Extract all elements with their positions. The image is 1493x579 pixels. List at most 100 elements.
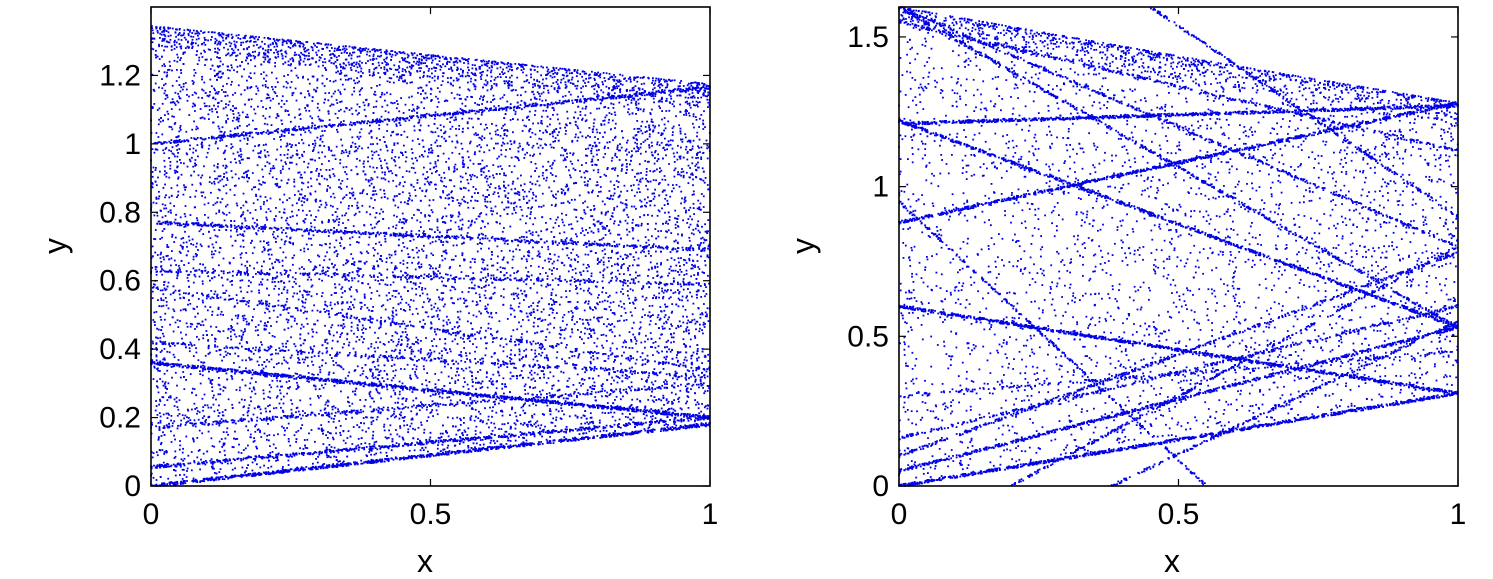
scatter-point	[591, 275, 593, 277]
scatter-point	[680, 156, 682, 158]
scatter-point	[673, 187, 675, 189]
scatter-point	[454, 326, 456, 328]
scatter-point	[476, 331, 478, 333]
scatter-point	[687, 300, 689, 302]
scatter-point	[238, 84, 240, 86]
scatter-point	[454, 382, 456, 384]
scatter-point	[657, 154, 659, 156]
scatter-point	[274, 65, 276, 67]
scatter-point	[212, 244, 214, 246]
scatter-point	[246, 80, 248, 82]
scatter-point	[649, 170, 651, 172]
scatter-point	[437, 160, 439, 162]
scatter-point	[468, 190, 470, 192]
scatter-point	[188, 417, 190, 419]
scatter-point	[637, 99, 639, 101]
scatter-point	[561, 410, 563, 412]
scatter-point	[467, 232, 469, 234]
scatter-point	[624, 185, 626, 187]
scatter-point	[360, 443, 362, 445]
scatter-point	[476, 176, 478, 178]
scatter-point	[472, 272, 474, 274]
scatter-point	[572, 351, 574, 353]
scatter-point	[372, 306, 374, 308]
scatter-point	[321, 130, 323, 132]
scatter-point	[398, 110, 400, 112]
scatter-point	[447, 447, 449, 449]
scatter-point	[571, 407, 573, 409]
scatter-point	[286, 87, 288, 89]
scatter-point	[565, 431, 567, 433]
scatter-point	[635, 113, 637, 115]
scatter-point	[561, 213, 563, 215]
scatter-point	[468, 447, 470, 449]
scatter-point	[322, 135, 324, 137]
scatter-point	[343, 62, 345, 64]
scatter-point	[686, 383, 688, 385]
scatter-point	[693, 213, 695, 215]
scatter-point	[166, 72, 168, 74]
scatter-point	[696, 297, 698, 299]
scatter-point	[329, 175, 331, 177]
scatter-point	[209, 181, 211, 183]
scatter-point	[580, 288, 582, 290]
scatter-point	[336, 102, 338, 104]
scatter-point	[689, 240, 691, 242]
scatter-point	[280, 386, 282, 388]
scatter-point	[612, 212, 614, 214]
scatter-point	[635, 272, 637, 274]
scatter-point	[211, 458, 213, 460]
scatter-point	[349, 306, 351, 308]
scatter-point	[349, 151, 351, 153]
scatter-point	[340, 93, 342, 95]
scatter-point	[648, 127, 650, 129]
scatter-point	[302, 410, 304, 412]
scatter-point	[645, 185, 647, 187]
scatter-point	[666, 200, 668, 202]
scatter-point	[286, 292, 288, 294]
scatter-point	[437, 87, 439, 89]
scatter-point	[492, 341, 494, 343]
scatter-point	[445, 451, 447, 453]
scatter-point	[291, 403, 293, 405]
scatter-point	[635, 85, 637, 87]
scatter-point	[376, 320, 378, 322]
scatter-point	[677, 352, 679, 354]
scatter-point	[553, 180, 555, 182]
scatter-point	[604, 117, 606, 119]
scatter-point	[703, 303, 705, 305]
scatter-point	[227, 463, 229, 465]
scatter-point	[658, 105, 660, 107]
scatter-point	[204, 64, 206, 66]
scatter-point	[351, 193, 353, 195]
scatter-point	[258, 189, 260, 191]
scatter-point	[576, 321, 578, 323]
scatter-point	[417, 106, 419, 108]
scatter-point	[215, 108, 217, 110]
scatter-point	[335, 240, 337, 242]
scatter-point	[230, 84, 232, 86]
scatter-point	[526, 75, 528, 77]
scatter-point	[219, 331, 221, 333]
scatter-point	[313, 147, 315, 149]
scatter-point	[586, 421, 588, 423]
scatter-point	[577, 160, 579, 162]
scatter-point	[673, 332, 675, 334]
scatter-point	[197, 313, 199, 315]
scatter-point	[563, 160, 565, 162]
scatter-point	[644, 299, 646, 301]
scatter-point	[453, 245, 455, 247]
scatter-point	[652, 305, 654, 307]
scatter-point	[452, 115, 454, 117]
scatter-point	[158, 198, 160, 200]
scatter-point	[480, 227, 482, 229]
scatter-point	[542, 132, 544, 134]
scatter-point	[169, 65, 171, 67]
scatter-point	[621, 264, 623, 266]
scatter-point	[262, 251, 264, 253]
scatter-point	[607, 318, 609, 320]
scatter-point	[566, 153, 568, 155]
scatter-point	[603, 261, 605, 263]
scatter-point	[480, 338, 482, 340]
scatter-point	[322, 65, 324, 67]
